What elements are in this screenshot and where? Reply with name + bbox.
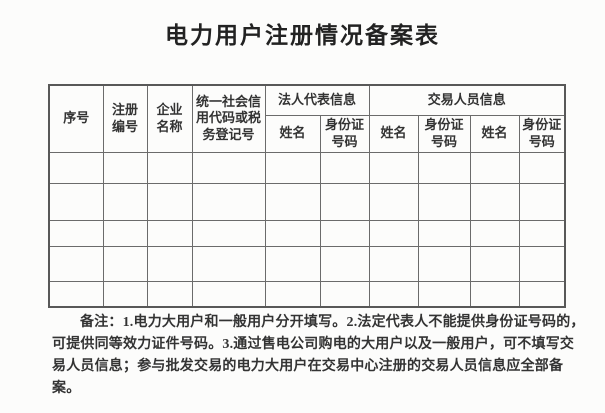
footnote-line-2: 可提供同等效力证件号码。3.通过售电公司购电的大用户以及一般用户，可不填写交 <box>52 337 575 352</box>
col-header-trader2-name: 姓名 <box>469 114 520 153</box>
empty-cell <box>48 245 104 282</box>
empty-cell <box>368 151 419 184</box>
col-header-legal-rep-name: 姓名 <box>264 114 321 153</box>
empty-cell <box>469 151 520 184</box>
empty-cell <box>48 219 104 247</box>
footnote: 备注：1.电力大用户和一般用户分开填写。2.法定代表人不能提供身份证号码的， 可… <box>52 312 585 400</box>
col-group-legal-rep-info: 法人代表信息 <box>264 84 370 116</box>
footnote-line-3: 易人员信息；参与批发交易的电力大用户在交易中心注册的交易人员信息应全部备 <box>52 359 564 374</box>
empty-cell <box>191 182 266 221</box>
empty-cell <box>102 219 148 247</box>
empty-cell <box>102 182 148 221</box>
header-row-subcolumns: 姓名 身份证 号码 姓名 身份证 号码 姓名 身份证 号码 <box>49 114 566 153</box>
empty-cell <box>191 245 266 282</box>
empty-cell <box>191 151 266 184</box>
table-header: 序号 注册 编号 企业 名称 统一社会信 用代码或税 务登记号 法人代表信息 交… <box>48 84 566 153</box>
col-header-trader1-name: 姓名 <box>368 114 419 153</box>
empty-cell <box>319 219 370 247</box>
empty-cell <box>146 280 193 308</box>
page-title: 电力用户注册情况备案表 <box>165 23 440 48</box>
empty-cell <box>48 182 104 221</box>
empty-cell <box>368 245 419 282</box>
empty-cell <box>518 151 566 184</box>
empty-cell <box>264 219 321 247</box>
col-header-trader1-id-number: 身份证 号码 <box>417 114 471 153</box>
empty-cell <box>264 280 321 308</box>
table-row <box>48 280 566 308</box>
header-row-groups: 序号 注册 编号 企业 名称 统一社会信 用代码或税 务登记号 法人代表信息 交… <box>48 84 566 153</box>
empty-cell <box>191 219 266 247</box>
table-body <box>48 151 566 308</box>
table-row <box>48 245 566 282</box>
col-header-company-name: 企业 名称 <box>146 84 193 153</box>
empty-cell <box>146 151 193 184</box>
empty-cell <box>417 280 471 308</box>
col-header-serial-no: 序号 <box>48 84 104 153</box>
empty-cell <box>146 182 193 221</box>
empty-cell <box>417 151 471 184</box>
empty-cell <box>264 245 321 282</box>
empty-cell <box>368 219 419 247</box>
empty-cell <box>48 151 104 184</box>
empty-cell <box>368 280 419 308</box>
empty-cell <box>518 280 566 308</box>
footnote-line-1: 备注：1.电力大用户和一般用户分开填写。2.法定代表人不能提供身份证号码的， <box>80 315 585 330</box>
empty-cell <box>518 182 566 221</box>
empty-cell <box>191 280 266 308</box>
col-header-registration-no: 注册 编号 <box>102 84 148 153</box>
empty-cell <box>146 219 193 247</box>
empty-cell <box>417 245 471 282</box>
empty-cell <box>48 280 104 308</box>
registration-table: 序号 注册 编号 企业 名称 统一社会信 用代码或税 务登记号 法人代表信息 交… <box>48 84 567 308</box>
empty-cell <box>518 219 566 247</box>
empty-cell <box>319 182 370 221</box>
empty-cell <box>102 245 148 282</box>
empty-cell <box>102 280 148 308</box>
empty-cell <box>319 245 370 282</box>
col-header-credit-or-tax-code: 统一社会信 用代码或税 务登记号 <box>191 84 266 153</box>
col-header-trader2-id-number: 身份证 号码 <box>518 114 566 153</box>
empty-cell <box>469 280 520 308</box>
empty-cell <box>518 245 566 282</box>
empty-cell <box>368 182 419 221</box>
empty-cell <box>417 219 471 247</box>
table-row <box>48 219 566 247</box>
empty-cell <box>469 182 520 221</box>
empty-cell <box>469 219 520 247</box>
col-group-trader-info: 交易人员信息 <box>368 84 566 116</box>
col-header-legal-rep-id-number: 身份证 号码 <box>319 114 370 153</box>
table-row <box>48 182 566 221</box>
empty-cell <box>102 151 148 184</box>
empty-cell <box>319 280 370 308</box>
empty-cell <box>469 245 520 282</box>
table-row <box>48 151 566 184</box>
empty-cell <box>264 182 321 221</box>
empty-cell <box>264 151 321 184</box>
empty-cell <box>319 151 370 184</box>
empty-cell <box>417 182 471 221</box>
empty-cell <box>146 245 193 282</box>
footnote-line-4: 案。 <box>52 381 81 396</box>
